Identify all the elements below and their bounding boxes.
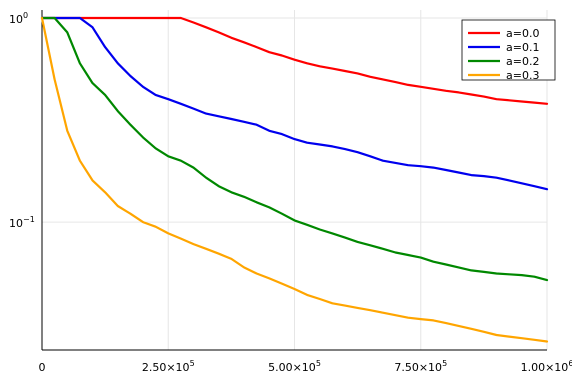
x-tick-label: 5.00×105 (268, 359, 321, 374)
x-tick-exponent: 5 (316, 359, 321, 368)
axes (41, 10, 547, 351)
x-tick-exponent: 5 (442, 359, 447, 368)
x-tick-label: 0 (39, 361, 46, 374)
series-line-1 (40, 16, 549, 105)
x-tick-exponent: 6 (568, 359, 572, 368)
legend-label: a=0.2 (506, 55, 539, 68)
legend-label: a=0.3 (506, 69, 539, 82)
y-tick-label: 10−1 (9, 215, 35, 230)
legend-label: a=0.1 (506, 41, 539, 54)
x-tick-label: 7.50×105 (394, 359, 447, 374)
x-tick-exponent: 5 (190, 359, 195, 368)
series-lines (40, 16, 549, 343)
y-tick-label: 100 (9, 11, 28, 26)
y-tick-exponent: 0 (23, 11, 28, 20)
series-line-2 (40, 16, 549, 191)
x-tick-label: 2.50×105 (142, 359, 195, 374)
y-tick-exponent: −1 (23, 215, 35, 224)
series-line-4 (40, 16, 549, 343)
legend: a=0.0a=0.1a=0.2a=0.3 (461, 19, 556, 82)
legend-label: a=0.0 (506, 27, 539, 40)
x-tick-label: 1.00×106 (521, 359, 572, 374)
legend-box (461, 19, 556, 81)
x-tick-labels: 0 2.50×105 5.00×105 7.50×105 1.00×106 (39, 359, 572, 374)
series-line-3 (40, 16, 549, 282)
y-tick-labels: 10−1 100 (9, 11, 35, 230)
